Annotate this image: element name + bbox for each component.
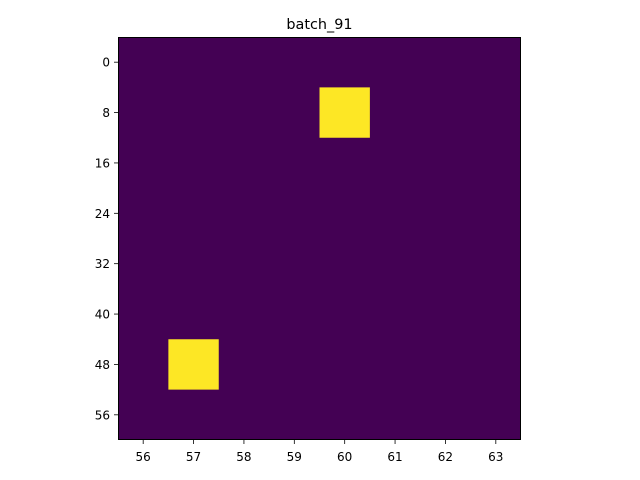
y-tick-label-40: 40: [95, 308, 110, 322]
x-tick-label-58: 58: [236, 450, 251, 464]
cells-layer: [168, 87, 370, 390]
y-tick-label-56: 56: [95, 408, 110, 422]
y-tick-label-16: 16: [95, 156, 110, 170]
heatmap-cell-1: [319, 87, 370, 138]
chart-title: batch_91: [286, 17, 352, 33]
x-tick-label-59: 59: [287, 450, 302, 464]
y-tick-label-32: 32: [95, 257, 110, 271]
x-axis: 56 57 58 59 60 61 62 63: [136, 440, 503, 464]
x-tick-label-61: 61: [387, 450, 402, 464]
x-tick-label-62: 62: [438, 450, 453, 464]
x-tick-label-56: 56: [136, 450, 151, 464]
y-tick-label-8: 8: [102, 106, 110, 120]
y-tick-label-0: 0: [102, 56, 110, 70]
plot-frame: [118, 37, 521, 440]
x-tick-label-57: 57: [186, 450, 201, 464]
x-tick-label-60: 60: [337, 450, 352, 464]
plot-area: [118, 37, 521, 440]
y-tick-label-48: 48: [95, 358, 110, 372]
x-tick-label-63: 63: [488, 450, 503, 464]
y-tick-label-24: 24: [95, 207, 110, 221]
heatmap-cell-2: [168, 339, 219, 390]
y-axis: 0 8 16 24 32 40 48 56: [95, 56, 118, 422]
